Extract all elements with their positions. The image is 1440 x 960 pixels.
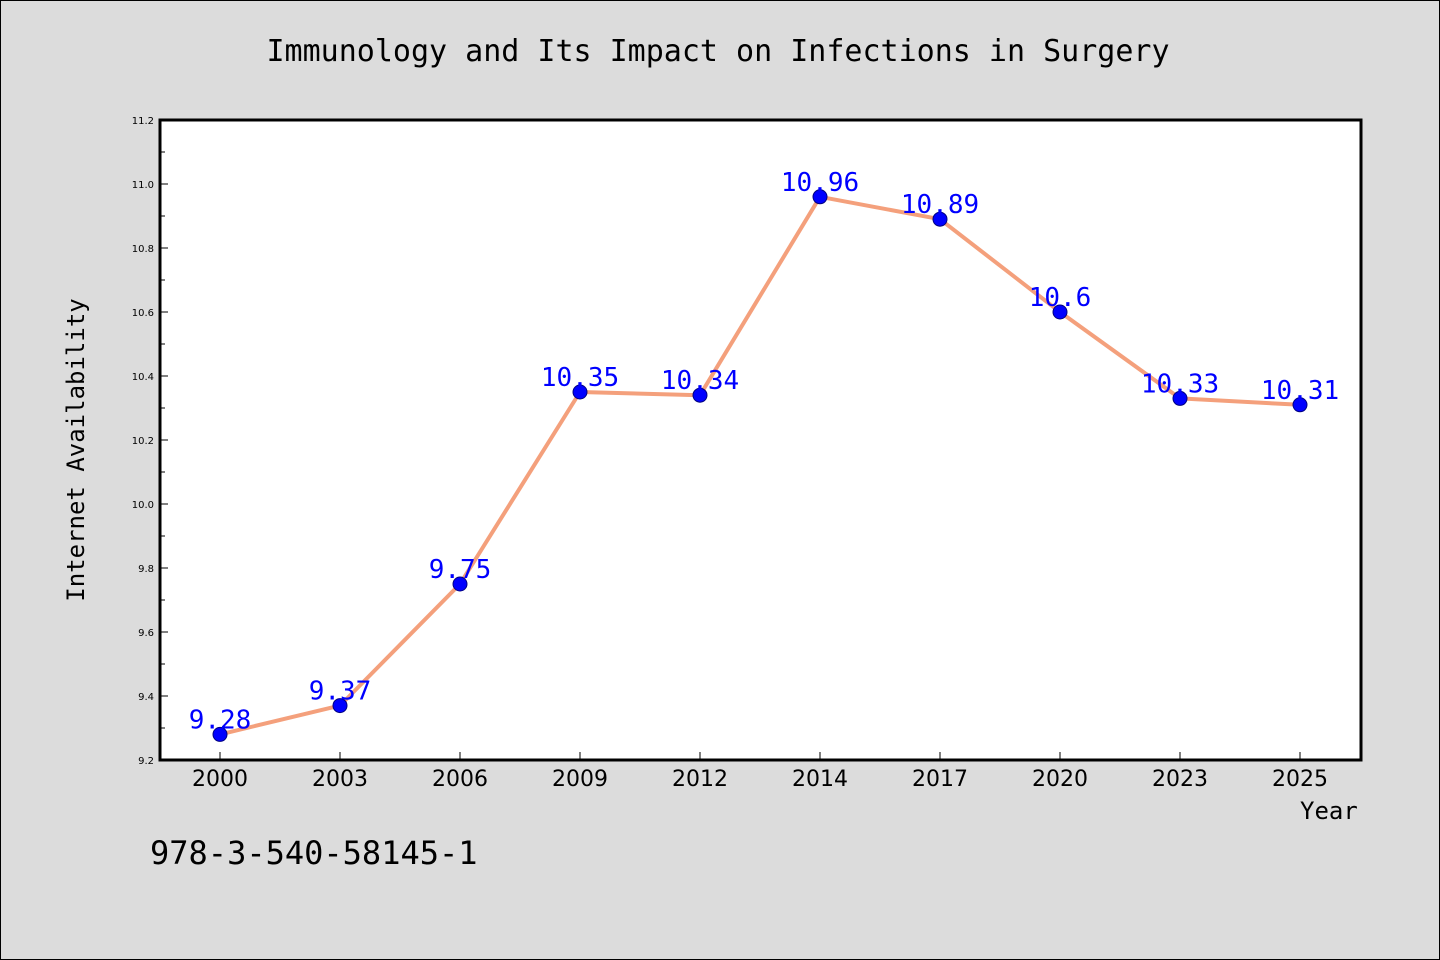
y-tick-label: 9.6 [138,628,154,639]
series-line [218,194,1302,737]
y-tick-label: 10.4 [132,372,154,383]
data-label: 9.75 [429,555,492,585]
y-tick-label: 9.4 [138,692,154,703]
data-point [572,384,588,400]
data-label: 10.96 [781,168,859,198]
data-point [332,698,348,714]
x-tick-label: 2020 [1032,767,1088,792]
data-point [692,387,708,403]
plot-border [158,118,1363,762]
y-tick-label: 10.2 [132,436,154,447]
y-tick-label: 9.2 [138,756,154,767]
data-point [212,726,228,742]
x-tick-label: 2000 [192,767,248,792]
isbn-text: 978-3-540-58145-1 [150,834,478,872]
x-tick-label: 2012 [672,767,728,792]
x-tick-label: 2023 [1152,767,1208,792]
y-tick-label: 10.8 [132,244,154,255]
x-tick-label: 2003 [312,767,368,792]
y-tick-label: 9.8 [138,564,154,575]
y-tick-label: 10.0 [132,500,154,511]
data-point [452,576,468,592]
data-label: 10.6 [1029,283,1092,313]
plot-area [160,120,1361,760]
data-point [1172,390,1188,406]
x-tick-label: 2009 [552,767,608,792]
x-tick-label: 2025 [1272,767,1328,792]
data-point [1292,397,1308,413]
y-tick-label: 11.0 [132,180,154,191]
x-axis-label: Year [1300,797,1358,825]
x-tick-label: 2014 [792,767,848,792]
data-label: 10.31 [1261,376,1339,406]
data-label: 9.28 [189,705,252,735]
data-label: 10.33 [1141,369,1219,399]
chart-title: Immunology and Its Impact on Infections … [266,34,1170,69]
data-label: 10.35 [541,363,619,393]
data-label: 10.89 [901,190,979,220]
data-label: 10.34 [661,366,739,396]
data-point [1052,304,1068,320]
y-tick-label: 11.2 [132,116,154,127]
x-tick-label: 2006 [432,767,488,792]
x-tick-label: 2017 [912,767,968,792]
data-point [812,189,828,205]
y-tick-label: 10.6 [132,308,154,319]
data-label: 9.37 [309,677,372,707]
data-point [932,211,948,227]
